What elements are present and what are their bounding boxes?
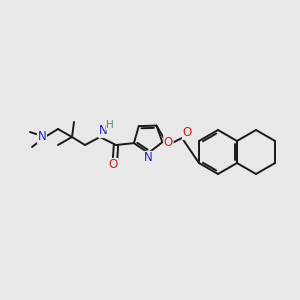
Text: H: H xyxy=(106,120,114,130)
Text: O: O xyxy=(108,158,118,172)
Text: N: N xyxy=(38,130,46,143)
Text: O: O xyxy=(164,136,173,148)
Text: N: N xyxy=(144,152,153,164)
Text: N: N xyxy=(99,124,107,137)
Text: O: O xyxy=(182,127,192,140)
